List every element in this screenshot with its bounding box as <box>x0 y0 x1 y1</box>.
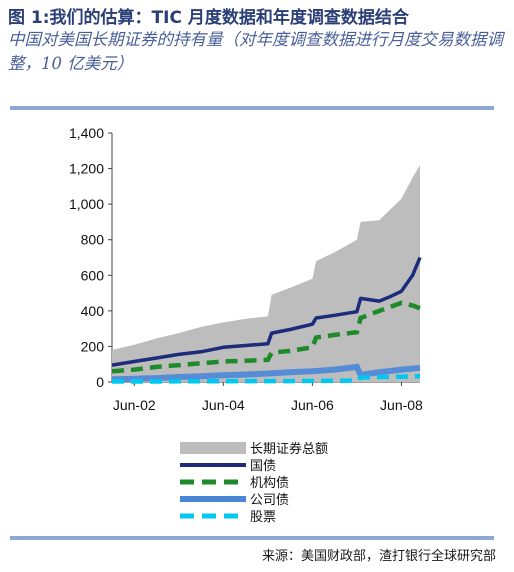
series-area-total <box>112 165 420 382</box>
legend-item: 国债 <box>180 458 276 473</box>
legend-swatch <box>180 442 246 454</box>
legend-item: 机构债 <box>180 475 289 490</box>
y-tick-label: 1,400 <box>69 125 104 141</box>
series-line-agency <box>111 300 421 374</box>
y-tick-label: 0 <box>96 374 104 390</box>
x-tick-label: Jun-02 <box>113 397 156 413</box>
legend-label: 股票 <box>250 509 276 524</box>
y-tick-label: 800 <box>81 232 105 248</box>
legend-item: 股票 <box>180 509 276 524</box>
plot-series <box>111 165 422 384</box>
top-divider <box>10 106 494 110</box>
x-tick-label: Jun-06 <box>291 397 334 413</box>
legend-label: 公司债 <box>250 492 289 507</box>
legend-label: 长期证券总额 <box>250 441 328 456</box>
x-axis: Jun-02 Jun-04 Jun-06 Jun-08 <box>112 381 423 413</box>
legend-item: 长期证券总额 <box>180 441 328 456</box>
y-tick-label: 400 <box>81 303 105 319</box>
legend-item: 公司债 <box>180 492 289 507</box>
series-line-equity <box>112 374 421 384</box>
bottom-divider <box>10 536 494 540</box>
y-tick-label: 200 <box>81 338 105 354</box>
x-tick-label: Jun-08 <box>380 397 423 413</box>
series-line-corporate <box>111 363 421 383</box>
y-tick-label: 1,200 <box>69 161 104 177</box>
source-note: 来源：美国财政部，渣打银行全球研究部 <box>261 549 496 564</box>
legend-label: 国债 <box>250 458 276 473</box>
x-tick-label: Jun-04 <box>202 397 245 413</box>
chart-title: 图 1:我们的估算：TIC 月度数据和年度调查数据结合 <box>8 8 409 28</box>
series-line-treasury <box>111 256 422 367</box>
y-tick-label: 600 <box>81 267 105 283</box>
y-axis: 0 200 400 600 800 1,000 1,200 1,400 <box>69 125 113 390</box>
legend-label: 机构债 <box>250 475 289 490</box>
y-tick-label: 1,000 <box>69 196 104 212</box>
chart-subtitle: 中国对美国长期证券的持有量（对年度调查数据进行月度交易数据调整，10 亿美元） <box>8 30 503 73</box>
